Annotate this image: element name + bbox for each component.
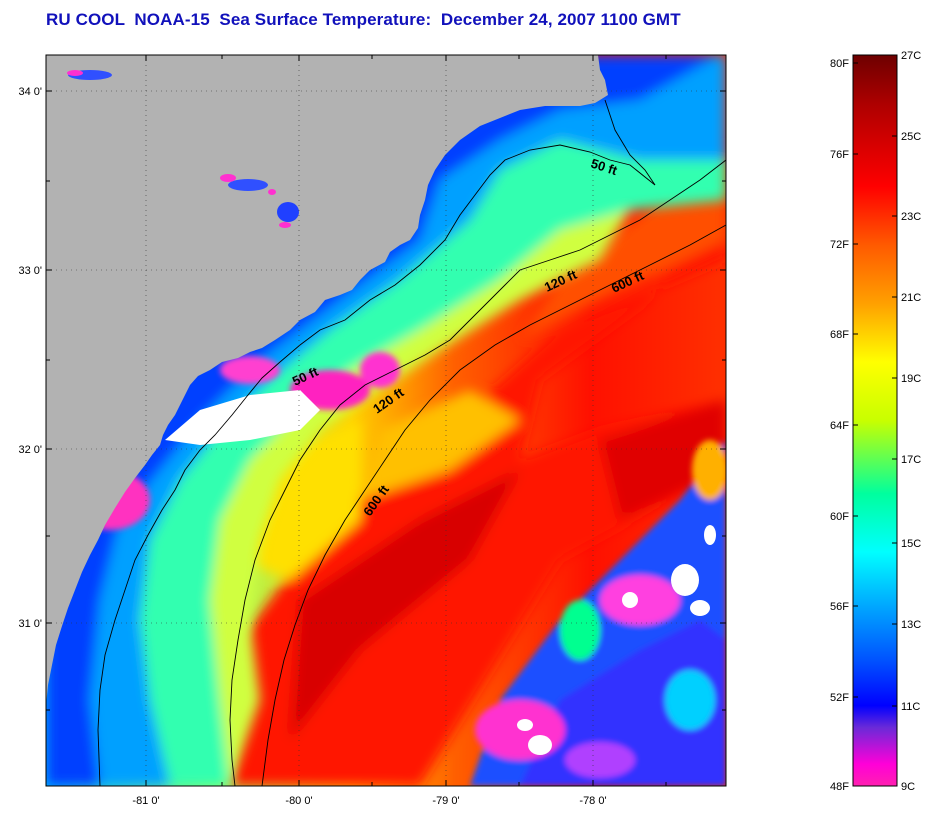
colorbar-label-48f: 48F — [830, 781, 849, 793]
colorbar: 80F 76F 72F 68F 64F 60F 56F 52F 48F 27C … — [830, 50, 921, 793]
colorbar-label-25c: 25C — [901, 131, 921, 143]
lat-label-34: 34 0' — [18, 86, 42, 98]
isobath-50ft — [97, 144, 656, 786]
axis-ticks — [46, 55, 726, 786]
colorbar-label-21c: 21C — [901, 292, 921, 304]
lat-label-31: 31 0' — [18, 618, 42, 630]
colorbar-label-11c: 11C — [901, 701, 920, 713]
plot-area — [46, 55, 726, 786]
coastline-north — [604, 99, 656, 186]
colorbar-fahrenheit-labels: 80F 76F 72F 68F 64F 60F 56F 52F 48F — [830, 58, 849, 793]
lat-label-32: 32 0' — [18, 444, 42, 456]
colorbar-celsius-labels: 27C 25C 23C 21C 19C 17C 15C 13C 11C 9C — [901, 50, 921, 793]
colorbar-label-80f: 80F — [830, 58, 849, 70]
lon-label-78: -78 0' — [579, 795, 606, 807]
colorbar-label-15c: 15C — [901, 538, 921, 550]
map-frame — [45, 54, 727, 787]
colorbar-label-52f: 52F — [830, 692, 849, 704]
graticule — [46, 55, 726, 786]
colorbar-label-60f: 60F — [830, 511, 849, 523]
isobath-lines — [97, 99, 726, 786]
land-mass — [46, 55, 608, 705]
cloud-mask — [165, 390, 716, 755]
inland-water — [67, 70, 299, 228]
lon-label-79: -79 0' — [432, 795, 459, 807]
colorbar-label-27c: 27C — [901, 50, 921, 62]
map-title: RU COOL NOAA-15 Sea Surface Temperature:… — [46, 10, 681, 29]
colorbar-label-13c: 13C — [901, 619, 921, 631]
longitude-labels: -81 0' -80 0' -79 0' -78 0' — [132, 795, 606, 807]
colorbar-label-76f: 76F — [830, 149, 849, 161]
colorbar-label-23c: 23C — [901, 211, 921, 223]
colorbar-label-64f: 64F — [830, 420, 849, 432]
isobath-120ft — [229, 159, 726, 786]
lon-label-81: -81 0' — [132, 795, 159, 807]
latitude-labels: 34 0' 33 0' 32 0' 31 0' — [18, 86, 42, 630]
colorbar-label-17c: 17C — [901, 454, 921, 466]
lat-label-33: 33 0' — [18, 265, 42, 277]
colorbar-label-56f: 56F — [830, 601, 849, 613]
colorbar-label-9c: 9C — [901, 781, 915, 793]
isobath-600ft — [261, 224, 726, 786]
colorbar-gradient — [852, 54, 898, 787]
lon-label-80: -80 0' — [285, 795, 312, 807]
colorbar-ticks — [853, 54, 897, 707]
colorbar-label-19c: 19C — [901, 373, 921, 385]
colorbar-label-68f: 68F — [830, 329, 849, 341]
colorbar-label-72f: 72F — [830, 239, 849, 251]
